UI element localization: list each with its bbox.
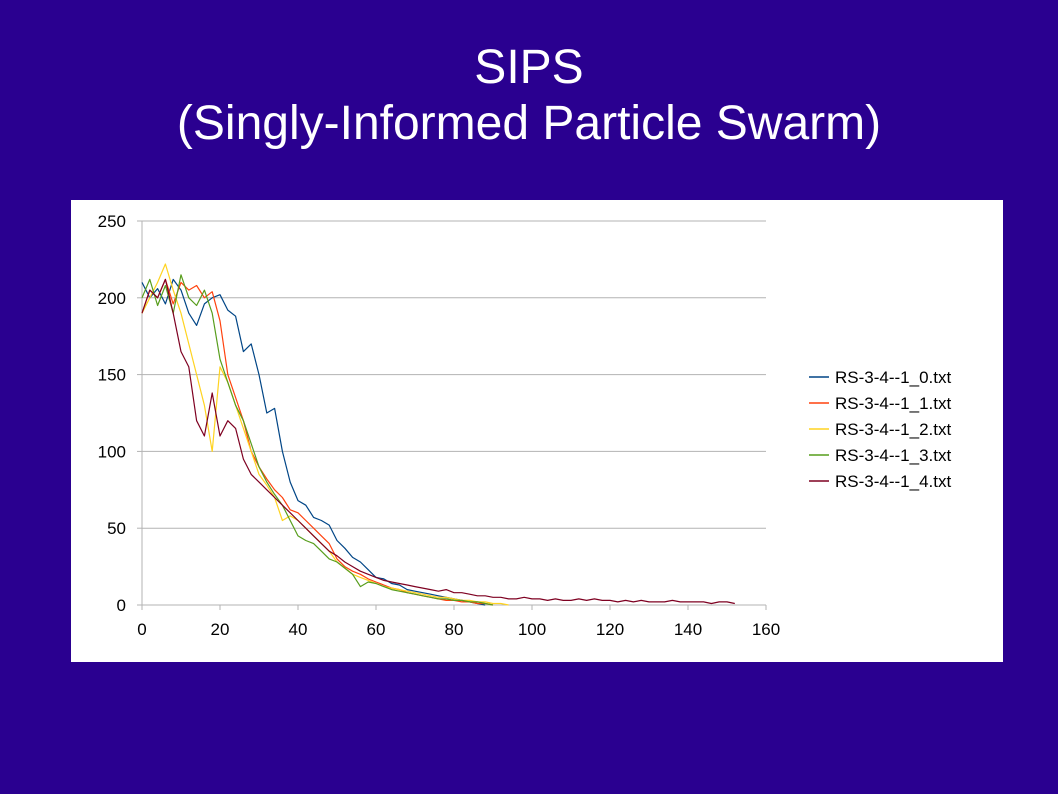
chart-area: 0 50 100 150 200 250 0 20 40 60 80 100 120 140 160 RS-3… bbox=[71, 200, 1003, 662]
slide-title-line1: SIPS bbox=[474, 41, 584, 94]
x-tick-label: 0 bbox=[137, 620, 146, 639]
series-line-4 bbox=[141, 278, 735, 605]
x-tick-label: 40 bbox=[289, 620, 308, 639]
y-tick-label: 200 bbox=[98, 289, 126, 308]
series-line-2 bbox=[141, 263, 509, 606]
legend-label-4: RS-3-4--1_4.txt bbox=[835, 472, 951, 491]
y-tick-label: 250 bbox=[98, 212, 126, 231]
x-tick-label: 100 bbox=[518, 620, 546, 639]
legend-label-1: RS-3-4--1_1.txt bbox=[835, 394, 951, 413]
slide-title: SIPS (Singly-Informed Particle Swarm) bbox=[0, 40, 1058, 152]
series-line-1 bbox=[141, 278, 494, 606]
y-tick-label: 50 bbox=[107, 519, 126, 538]
x-tick-label: 140 bbox=[674, 620, 702, 639]
series-line-3 bbox=[141, 274, 494, 606]
legend-label-0: RS-3-4--1_0.txt bbox=[835, 368, 951, 387]
series-line-0 bbox=[141, 278, 486, 606]
y-tick-label: 0 bbox=[117, 596, 126, 615]
x-tick-label: 20 bbox=[211, 620, 230, 639]
y-tick-label: 100 bbox=[98, 442, 126, 461]
line-chart: 0 50 100 150 200 250 0 20 40 60 80 100 120 140 160 RS-3… bbox=[98, 212, 952, 639]
legend-label-2: RS-3-4--1_2.txt bbox=[835, 420, 951, 439]
legend-label-3: RS-3-4--1_3.txt bbox=[835, 446, 951, 465]
x-tick-label: 60 bbox=[367, 620, 386, 639]
slide-title-line2: (Singly-Informed Particle Swarm) bbox=[176, 97, 882, 150]
x-tick-label: 160 bbox=[752, 620, 780, 639]
x-tick-label: 120 bbox=[596, 620, 624, 639]
y-tick-label: 150 bbox=[98, 366, 126, 385]
x-tick-label: 80 bbox=[445, 620, 464, 639]
